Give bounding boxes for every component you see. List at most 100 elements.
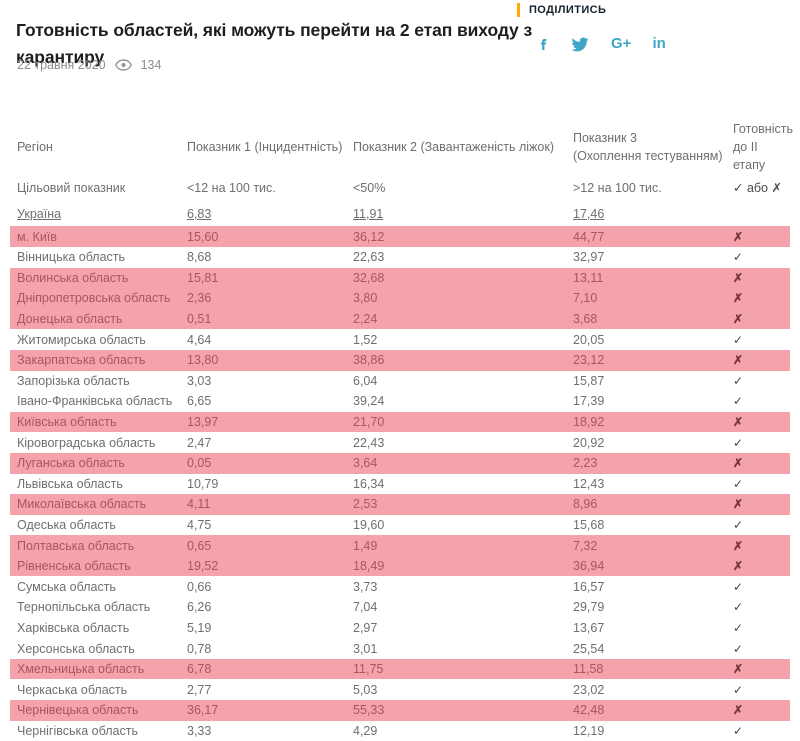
region-name: Херсонська область — [17, 641, 135, 656]
metric-3-value: 25,54 — [573, 641, 605, 656]
metric-3-value: 44,77 — [573, 229, 605, 244]
region-name: Львівська область — [17, 476, 123, 491]
table-row: Івано-Франківська область 6,65 39,24 17,39 ✓ — [10, 391, 790, 412]
metric-2-value: 3,01 — [353, 641, 378, 656]
region-name: Сумська область — [17, 579, 116, 594]
table-row: Полтавська область 0,65 1,49 7,32 ✗ — [10, 535, 790, 556]
region-name: Вінницька область — [17, 250, 126, 265]
social-share-bar: G+ in — [538, 34, 666, 54]
table-row: Луганська область 0,05 3,64 2,23 ✗ — [10, 452, 790, 474]
metric-1-value: 2,47 — [187, 435, 212, 450]
metric-2-value: 16,34 — [353, 476, 385, 491]
metric-3-value: 23,02 — [573, 682, 605, 697]
region-name: Харківська область — [17, 620, 130, 635]
ukraine-value-link[interactable]: 17,46 — [573, 206, 605, 221]
region-name: Полтавська область — [17, 538, 135, 553]
table-row: Миколаївська область 4,11 2,53 8,96 ✗ — [10, 494, 790, 515]
ready-check-icon: ✓ — [733, 517, 744, 532]
metric-3-value: 18,92 — [573, 415, 605, 430]
metric-1-value: 15,81 — [187, 270, 219, 285]
region-name: Хмельницька область — [17, 662, 145, 677]
metric-3-value: 16,57 — [573, 579, 605, 594]
twitter-icon[interactable] — [570, 36, 590, 53]
table-row: Донецька область 0,51 2,24 3,68 ✗ — [10, 308, 790, 330]
metric-2-value: 22,43 — [353, 435, 385, 450]
not-ready-cross-icon: ✗ — [733, 415, 744, 430]
region-name: Кіровоградська область — [17, 435, 156, 450]
metric-2-value: 55,33 — [353, 703, 385, 718]
metric-2-value: 36,12 — [353, 229, 385, 244]
metric-3-value: 7,10 — [573, 291, 598, 306]
ukraine-value-link[interactable]: 6,83 — [187, 206, 212, 221]
target-value: <12 на 100 тис. — [187, 180, 276, 195]
region-name: Дніпропетровська область — [17, 291, 171, 306]
table-row: Закарпатська область 13,80 38,86 23,12 ✗ — [10, 349, 790, 371]
metric-3-value: 3,68 — [573, 312, 598, 327]
region-name: м. Київ — [17, 229, 57, 244]
metric-2-value: 19,60 — [353, 517, 385, 532]
views-count: 134 — [140, 58, 162, 72]
ukraine-link[interactable]: Україна — [17, 206, 62, 221]
region-name: Миколаївська область — [17, 497, 147, 512]
metric-2-value: 21,70 — [353, 415, 385, 430]
table-row: Чернігівська область 3,33 4,29 12,19 ✓ — [10, 721, 790, 741]
ready-check-icon: ✓ — [733, 682, 744, 697]
metric-3-value: 8,96 — [573, 497, 598, 512]
metric-2-value: 1,52 — [353, 332, 378, 347]
table-row: Черкаська область 2,77 5,03 23,02 ✓ — [10, 679, 790, 700]
not-ready-cross-icon: ✗ — [733, 662, 744, 677]
region-name: Житомирська область — [17, 332, 146, 347]
target-row-label: Цільовий показник — [17, 180, 126, 195]
metric-1-value: 13,97 — [187, 415, 219, 430]
metric-3-value: 2,23 — [573, 456, 598, 471]
metric-2-value: 32,68 — [353, 270, 385, 285]
metric-2-value: 2,97 — [353, 620, 378, 635]
metric-1-value: 6,78 — [187, 662, 212, 677]
ready-check-icon: ✓ — [733, 250, 744, 265]
metric-2-value: 6,04 — [353, 373, 378, 388]
metric-3-value: 23,12 — [573, 353, 605, 368]
ready-check-icon: ✓ — [733, 620, 744, 635]
metric-3-value: 32,97 — [573, 250, 605, 265]
metric-2-value: 22,63 — [353, 250, 385, 265]
metric-2-value: 4,29 — [353, 723, 378, 738]
region-name: Черкаська область — [17, 682, 128, 697]
region-name: Донецька область — [17, 312, 123, 327]
column-header-indicator-1: Показник 1 (Інцидентність) — [187, 140, 343, 155]
ukraine-value-link[interactable]: 11,91 — [353, 206, 384, 221]
ready-check-icon: ✓ — [733, 332, 744, 347]
ready-check-icon: ✓ — [733, 435, 744, 450]
table-row: Запорізька область 3,03 6,04 15,87 ✓ — [10, 371, 790, 392]
metric-2-value: 1,49 — [353, 538, 378, 553]
metric-3-value: 36,94 — [573, 559, 605, 574]
table-row: м. Київ 15,60 36,12 44,77 ✗ — [10, 226, 790, 247]
ukraine-summary-row: Україна 6,83 11,91 17,46 — [10, 201, 790, 226]
google-plus-icon[interactable]: G+ — [611, 35, 632, 52]
metric-2-value: 5,03 — [353, 682, 378, 697]
not-ready-cross-icon: ✗ — [733, 229, 744, 244]
ready-check-icon: ✓ — [733, 723, 744, 738]
metric-3-value: 17,39 — [573, 394, 605, 409]
not-ready-cross-icon: ✗ — [733, 559, 744, 574]
ready-check-icon: ✓ — [733, 394, 744, 409]
metric-1-value: 10,79 — [187, 476, 219, 491]
table-header-row: Регіон Показник 1 (Інцидентність) Показн… — [10, 120, 793, 174]
table-row: Житомирська область 4,64 1,52 20,05 ✓ — [10, 329, 790, 350]
share-label: ПОДІЛИТИСЬ — [517, 3, 606, 17]
column-header-indicator-2: Показник 2 (Завантаженість ліжок) — [353, 140, 555, 155]
facebook-icon[interactable] — [538, 35, 549, 54]
metric-3-value: 29,79 — [573, 600, 605, 615]
metric-2-value: 7,04 — [353, 600, 378, 615]
not-ready-cross-icon: ✗ — [733, 270, 744, 285]
metric-1-value: 6,65 — [187, 394, 212, 409]
region-name: Київська область — [17, 415, 117, 430]
metric-2-value: 11,75 — [353, 662, 384, 677]
region-name: Одеська область — [17, 517, 116, 532]
article-meta: 22 травня 2020 134 — [17, 58, 161, 72]
target-value: ✓ або ✗ — [733, 181, 782, 196]
target-value: >12 на 100 тис. — [573, 180, 662, 195]
column-header-readiness: Готовність до II етапу — [733, 122, 793, 173]
linkedin-icon[interactable]: in — [652, 35, 666, 52]
table-row: Дніпропетровська область 2,36 3,80 7,10 ✗ — [10, 288, 790, 309]
page-title: Готовність областей, які можуть перейти … — [16, 19, 533, 67]
